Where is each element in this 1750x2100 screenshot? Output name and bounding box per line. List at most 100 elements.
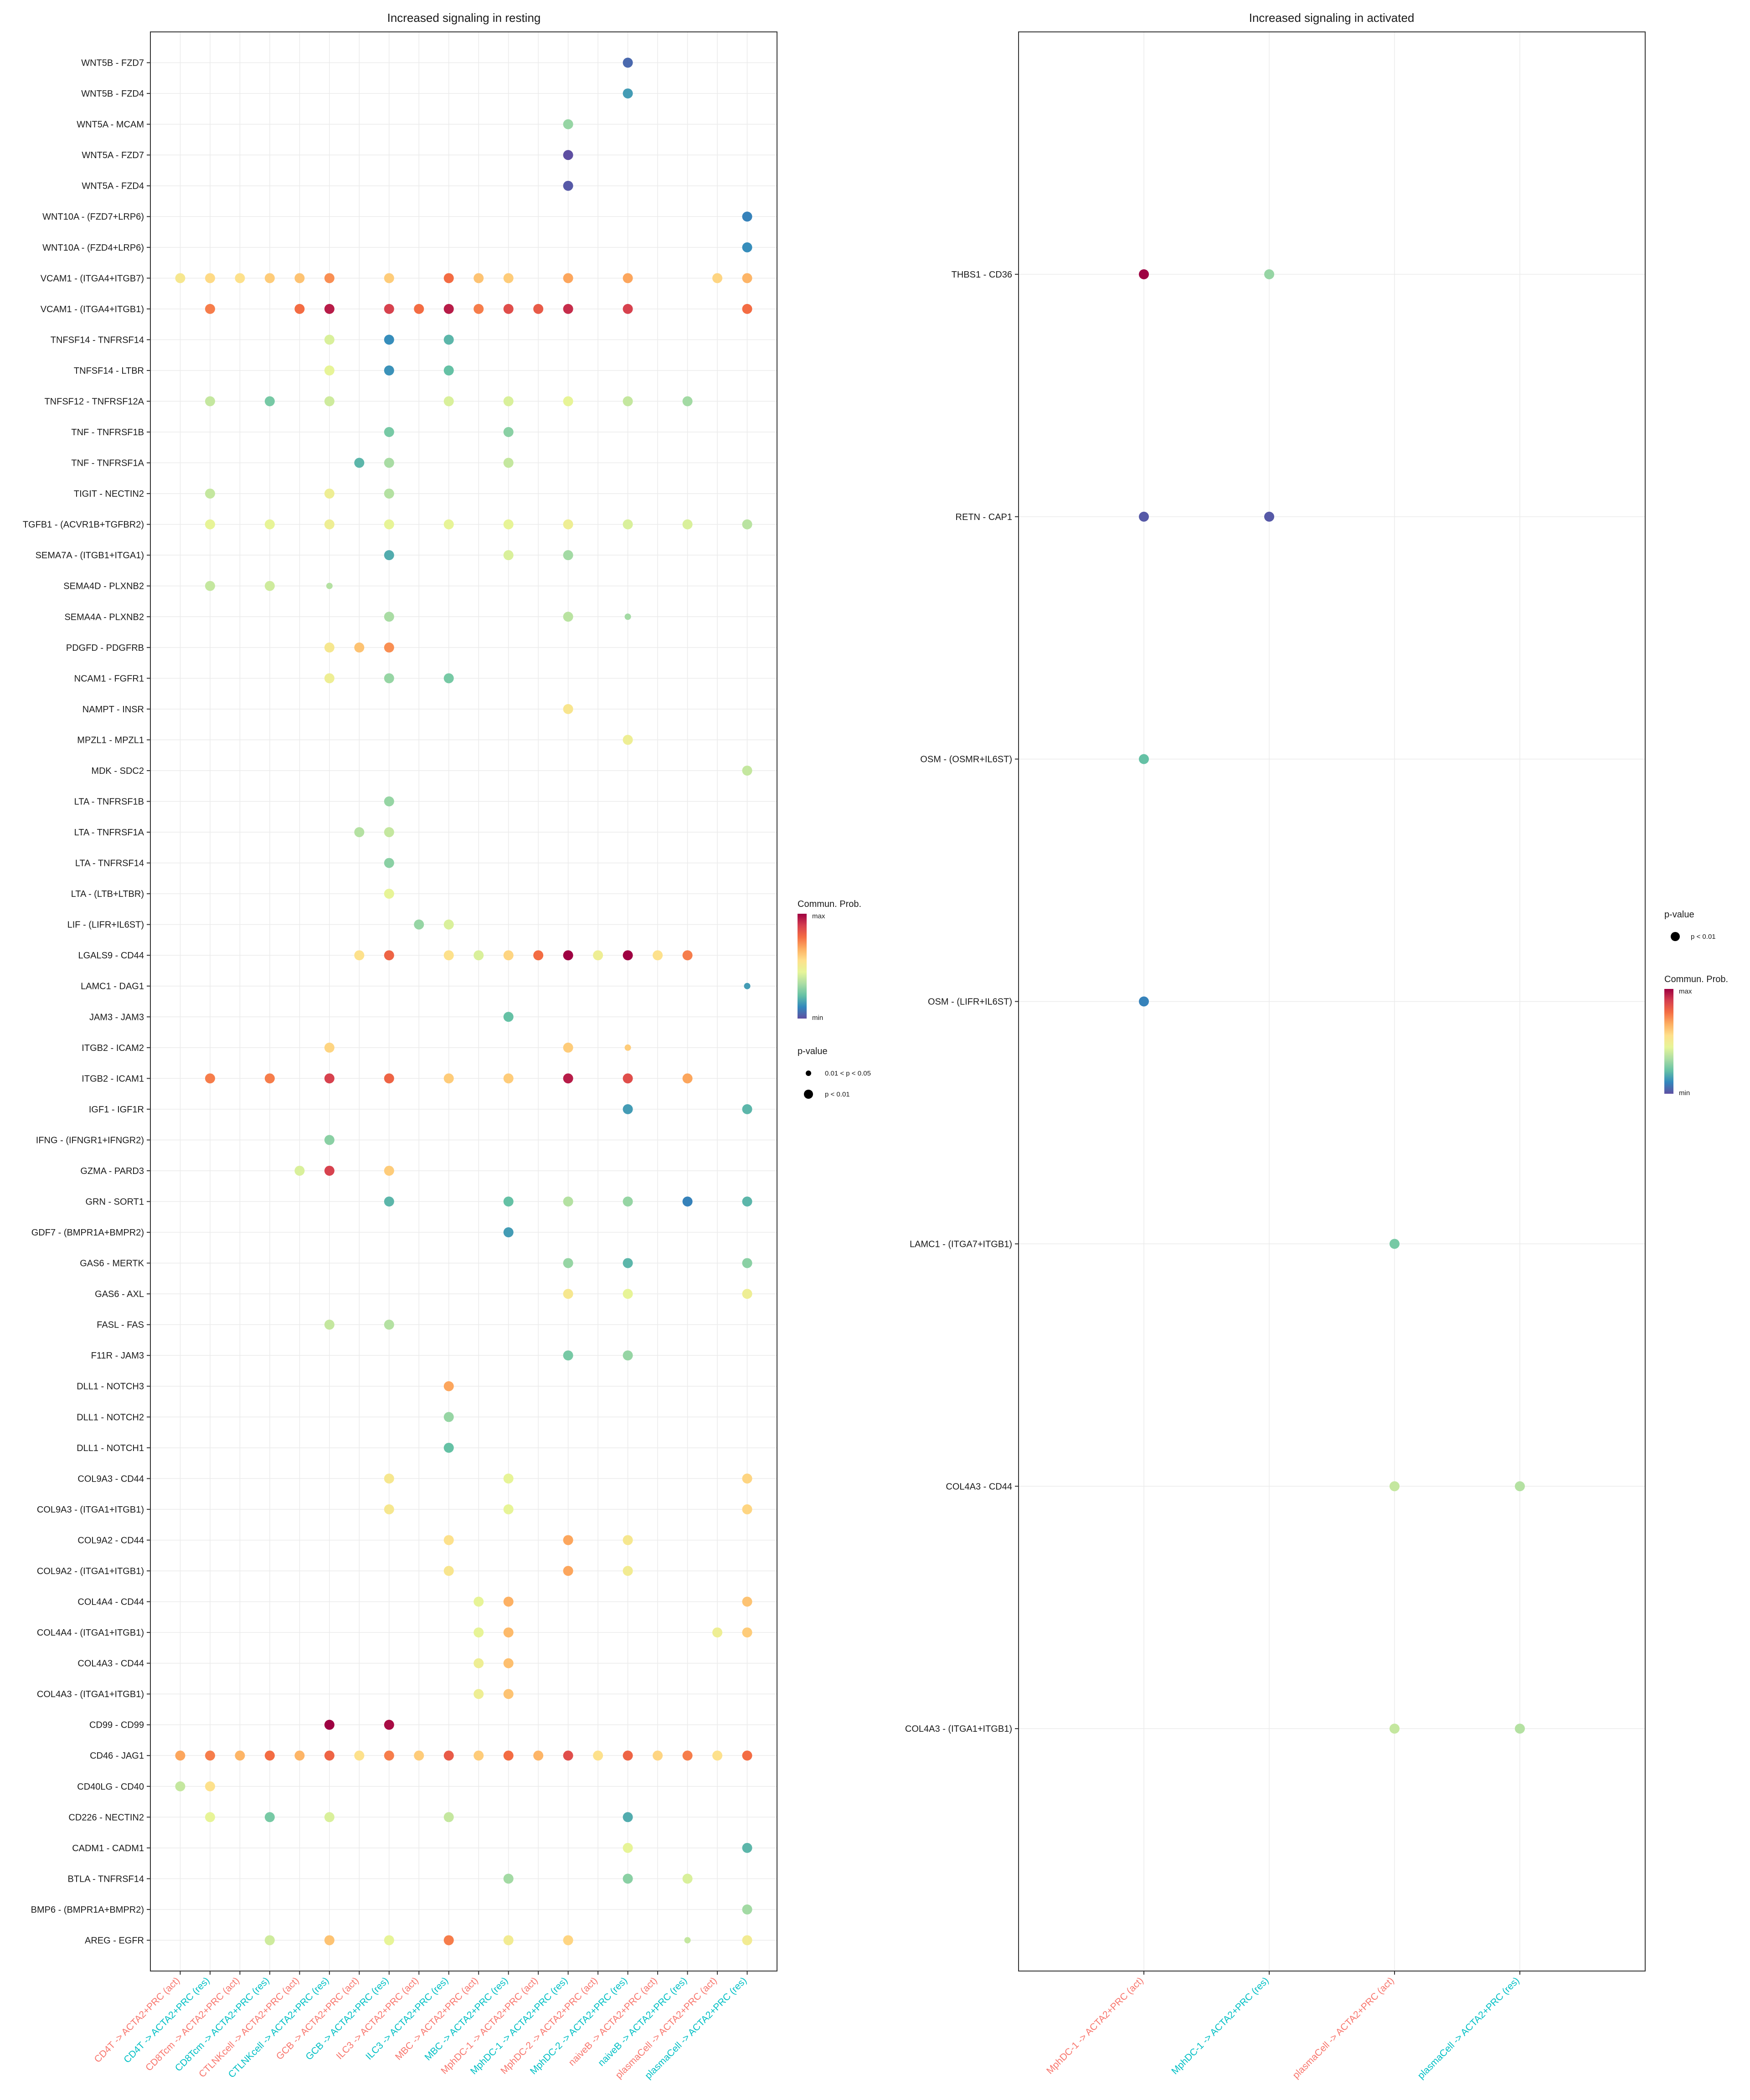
data-dot bbox=[742, 1750, 752, 1761]
activated-y-axis-labels: THBS1 - CD36 RETN - CAP1 OSM - (OSMR+IL6ST… bbox=[905, 270, 1012, 1734]
y-tick-label: IGF1 - IGF1R bbox=[89, 1105, 144, 1115]
data-dot bbox=[503, 304, 514, 314]
data-dot bbox=[414, 919, 424, 930]
data-dot bbox=[623, 1843, 633, 1853]
data-dot bbox=[264, 581, 275, 591]
y-tick-label: F11R - JAM3 bbox=[91, 1351, 144, 1361]
data-dot bbox=[623, 1350, 633, 1361]
data-dot bbox=[205, 1812, 215, 1822]
data-dot bbox=[414, 1750, 424, 1761]
data-dot bbox=[443, 1442, 454, 1453]
y-tick-label: NCAM1 - FGFR1 bbox=[74, 674, 144, 684]
data-dot bbox=[175, 273, 185, 283]
data-dot bbox=[593, 1750, 603, 1761]
data-dot bbox=[623, 950, 633, 961]
data-dot bbox=[474, 1596, 484, 1607]
data-dot bbox=[264, 1073, 275, 1084]
data-dot bbox=[682, 1750, 693, 1761]
data-dot bbox=[503, 519, 514, 530]
data-dot bbox=[503, 1012, 514, 1022]
data-dot bbox=[443, 1750, 454, 1761]
y-tick-label: COL4A3 - CD44 bbox=[946, 1482, 1012, 1492]
data-dot bbox=[443, 304, 454, 314]
data-dot bbox=[682, 1874, 693, 1884]
data-dot bbox=[533, 950, 544, 961]
y-tick-label: WNT5B - FZD4 bbox=[81, 89, 144, 99]
y-tick-label: COL4A3 - (ITGA1+ITGB1) bbox=[37, 1689, 144, 1699]
y-tick-label: MPZL1 - MPZL1 bbox=[77, 735, 144, 745]
y-tick-label: MDK - SDC2 bbox=[91, 766, 144, 776]
data-dot bbox=[384, 365, 394, 376]
resting-legend-small-dot bbox=[806, 1071, 811, 1076]
y-tick-label: CD46 - JAG1 bbox=[90, 1751, 144, 1761]
resting-panel: Increased signaling in resting WNT5B - F… bbox=[23, 11, 777, 2081]
data-dot bbox=[533, 1750, 544, 1761]
y-tick-label: GAS6 - MERTK bbox=[80, 1259, 144, 1269]
data-dot bbox=[443, 1935, 454, 1946]
data-dot bbox=[324, 1135, 335, 1145]
y-tick-label: AREG - EGFR bbox=[85, 1935, 144, 1946]
data-dot bbox=[384, 858, 394, 868]
data-dot bbox=[443, 335, 454, 345]
data-dot bbox=[563, 1073, 573, 1084]
data-dot bbox=[563, 612, 573, 622]
data-dot bbox=[712, 273, 723, 283]
data-dot bbox=[294, 1165, 305, 1176]
data-dot bbox=[623, 519, 633, 530]
data-dot bbox=[443, 1812, 454, 1822]
data-dot bbox=[324, 1935, 335, 1946]
data-dot bbox=[742, 1843, 752, 1853]
data-dot bbox=[474, 1658, 484, 1668]
data-dot bbox=[384, 889, 394, 899]
y-tick-label: OSM - (OSMR+IL6ST) bbox=[920, 755, 1012, 765]
y-tick-label: COL4A3 - (ITGA1+ITGB1) bbox=[905, 1724, 1012, 1734]
data-dot bbox=[503, 1196, 514, 1207]
data-dot bbox=[324, 1073, 335, 1084]
data-dot bbox=[623, 1289, 633, 1299]
data-dot bbox=[443, 1412, 454, 1422]
data-dot bbox=[563, 519, 573, 530]
y-tick-label: LTA - (LTB+LTBR) bbox=[71, 889, 144, 899]
activated-colorbar-max-label: max bbox=[1679, 988, 1692, 995]
data-dot bbox=[384, 950, 394, 961]
data-dot bbox=[742, 1258, 752, 1268]
data-dot bbox=[1139, 269, 1149, 279]
data-dot bbox=[503, 1935, 514, 1946]
data-dot bbox=[563, 1258, 573, 1268]
data-dot bbox=[384, 273, 394, 283]
data-dot bbox=[742, 765, 752, 776]
data-dot bbox=[384, 1165, 394, 1176]
data-dot bbox=[384, 1750, 394, 1761]
y-tick-label: COL9A2 - CD44 bbox=[77, 1535, 144, 1545]
data-dot bbox=[384, 489, 394, 499]
activated-panel-title: Increased signaling in activated bbox=[1249, 11, 1415, 25]
activated-x-axis-labels: MphDC-1 -> ACTA2+PRC (act) MphDC-1 -> ACT… bbox=[1045, 1975, 1521, 2081]
activated-legend: p-value p < 0.01 Commun. Prob. max min bbox=[1664, 910, 1728, 1097]
data-dot bbox=[324, 1719, 335, 1730]
data-dot bbox=[294, 304, 305, 314]
activated-colorbar bbox=[1664, 989, 1673, 1094]
resting-gridlines bbox=[150, 32, 777, 1971]
data-dot bbox=[503, 273, 514, 283]
activated-dots bbox=[1139, 269, 1525, 1734]
resting-ticks bbox=[147, 62, 748, 1975]
data-dot bbox=[563, 1750, 573, 1761]
data-dot bbox=[1139, 996, 1149, 1007]
data-dot bbox=[563, 1935, 573, 1946]
y-tick-label: GZMA - PARD3 bbox=[80, 1166, 144, 1176]
data-dot bbox=[264, 519, 275, 530]
y-tick-label: DLL1 - NOTCH2 bbox=[77, 1412, 144, 1422]
data-dot bbox=[175, 1750, 185, 1761]
y-tick-label: DLL1 - NOTCH3 bbox=[77, 1382, 144, 1392]
data-dot bbox=[324, 335, 335, 345]
data-dot bbox=[354, 642, 365, 653]
y-tick-label: RETN - CAP1 bbox=[956, 512, 1012, 522]
activated-colorbar-min-label: min bbox=[1679, 1089, 1690, 1097]
x-tick-label: MphDC-1 -> ACTA2+PRC (act) bbox=[1045, 1975, 1145, 2076]
resting-legend-size-entry-1: p < 0.01 bbox=[825, 1091, 850, 1098]
data-dot bbox=[384, 1073, 394, 1084]
data-dot bbox=[623, 1073, 633, 1084]
data-dot bbox=[443, 919, 454, 930]
y-tick-label: ITGB2 - ICAM2 bbox=[82, 1043, 144, 1053]
